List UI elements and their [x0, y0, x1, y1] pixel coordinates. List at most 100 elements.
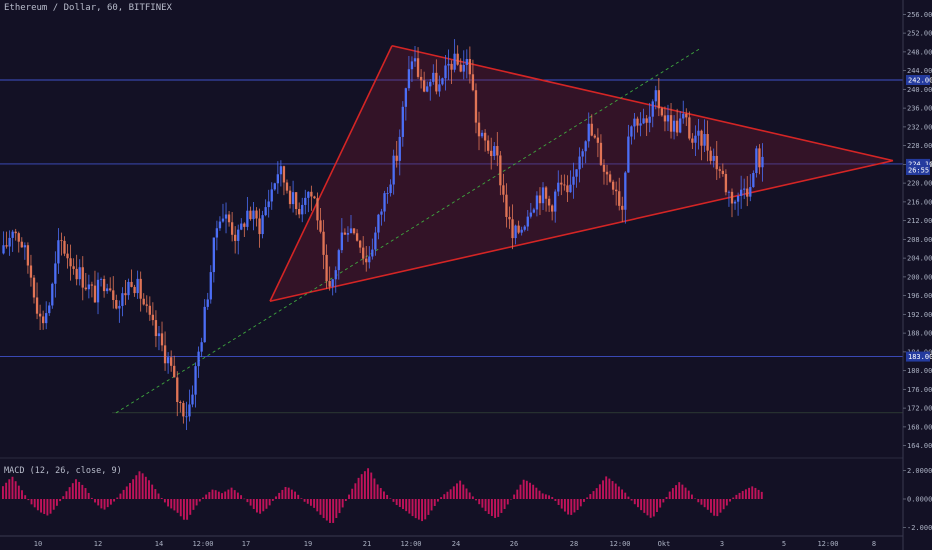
- x-tick-label: 12:00: [192, 540, 213, 548]
- candle-body: [264, 207, 267, 216]
- candle-body: [569, 184, 572, 193]
- candle-body: [346, 232, 350, 235]
- macd-bar: [43, 499, 46, 515]
- candle-body: [554, 191, 557, 212]
- macd-bar: [449, 489, 452, 499]
- candle-body: [557, 182, 560, 192]
- candle-body: [63, 240, 66, 254]
- macd-bar: [122, 489, 125, 499]
- macd-bar: [271, 499, 274, 501]
- candle-body: [246, 210, 249, 227]
- candle-body: [566, 185, 569, 193]
- macd-bar: [14, 481, 17, 499]
- candle-body: [307, 191, 310, 198]
- candle-body: [221, 218, 225, 222]
- macd-bar: [367, 468, 370, 499]
- macd-bar: [360, 474, 363, 499]
- macd-bar: [760, 491, 763, 499]
- candle-body: [739, 189, 743, 196]
- candle-body: [627, 136, 630, 173]
- macd-bar: [389, 498, 392, 499]
- macd-bar: [192, 499, 195, 510]
- macd-bar: [481, 499, 484, 508]
- candle-body: [703, 134, 706, 146]
- price-label-box: [906, 75, 930, 85]
- macd-bar: [2, 486, 4, 499]
- macd-bar: [138, 471, 141, 499]
- candle-body: [593, 135, 596, 138]
- macd-bar: [595, 488, 598, 499]
- candle-body: [270, 189, 273, 202]
- macd-bar: [348, 494, 350, 499]
- candle-body: [93, 285, 97, 303]
- y-tick-label: 248.00: [907, 48, 932, 56]
- candle-body: [197, 351, 200, 367]
- candle-body: [139, 278, 142, 299]
- macd-bar: [671, 488, 674, 499]
- macd-bar: [421, 499, 424, 522]
- macd-bar: [75, 479, 77, 499]
- macd-bar: [294, 491, 297, 499]
- candle-body: [462, 64, 465, 72]
- macd-bar: [341, 499, 344, 508]
- candle-body: [349, 228, 353, 233]
- candle-body: [230, 222, 234, 235]
- y-tick-label: 164.00: [907, 442, 932, 450]
- macd-bar: [157, 493, 160, 499]
- candle-body: [517, 225, 520, 233]
- x-tick-label: 8: [872, 540, 876, 548]
- macd-bar: [144, 476, 147, 499]
- candle-body: [115, 299, 118, 309]
- macd-bar: [65, 491, 68, 499]
- macd-bar: [722, 499, 725, 510]
- macd-bar: [741, 490, 744, 499]
- y-tick-label: 188.00: [907, 330, 932, 338]
- candle-body: [334, 270, 337, 280]
- candle-body: [538, 195, 542, 204]
- candle-body: [5, 245, 8, 247]
- macd-bar: [17, 485, 20, 499]
- macd-bar: [729, 499, 731, 502]
- macd-bar: [316, 499, 319, 512]
- macd-bar: [589, 494, 592, 499]
- x-tick-label: 21: [363, 540, 371, 548]
- macd-bar: [173, 499, 176, 511]
- macd-bar: [703, 499, 706, 508]
- macd-bar: [640, 499, 643, 511]
- macd-bar: [179, 499, 182, 517]
- candle-body: [596, 137, 600, 143]
- macd-bar: [646, 499, 649, 516]
- macd-bar: [456, 483, 458, 499]
- macd-bar: [233, 490, 236, 499]
- y-tick-label: 252.00: [907, 30, 932, 38]
- candle-body: [133, 286, 136, 294]
- candle-body: [563, 184, 566, 186]
- candle-body: [746, 188, 749, 197]
- macd-bar: [497, 499, 500, 517]
- candle-body: [416, 58, 420, 77]
- macd-bar: [221, 493, 223, 499]
- dashed-trendline: [115, 48, 701, 414]
- candle-body: [520, 229, 523, 233]
- x-tick-label: 5: [782, 540, 786, 548]
- candle-body: [535, 195, 539, 210]
- macd-bar: [506, 499, 509, 505]
- candle-body: [170, 357, 173, 366]
- candle-body: [496, 146, 499, 156]
- candle-body: [471, 74, 475, 91]
- macd-bar: [109, 499, 112, 505]
- candle-body: [258, 218, 261, 235]
- macd-bar: [563, 499, 566, 512]
- macd-bar: [236, 492, 239, 499]
- triangle-fill: [270, 45, 893, 302]
- macd-bar: [710, 499, 712, 513]
- macd-bar: [151, 484, 154, 499]
- macd-bar: [262, 499, 265, 512]
- macd-bar: [414, 499, 417, 519]
- macd-bar: [132, 479, 135, 499]
- candle-body: [407, 69, 411, 89]
- candle-body: [194, 366, 197, 395]
- price-label-box: [906, 158, 930, 169]
- macd-bar: [687, 490, 690, 499]
- macd-bar: [338, 499, 341, 514]
